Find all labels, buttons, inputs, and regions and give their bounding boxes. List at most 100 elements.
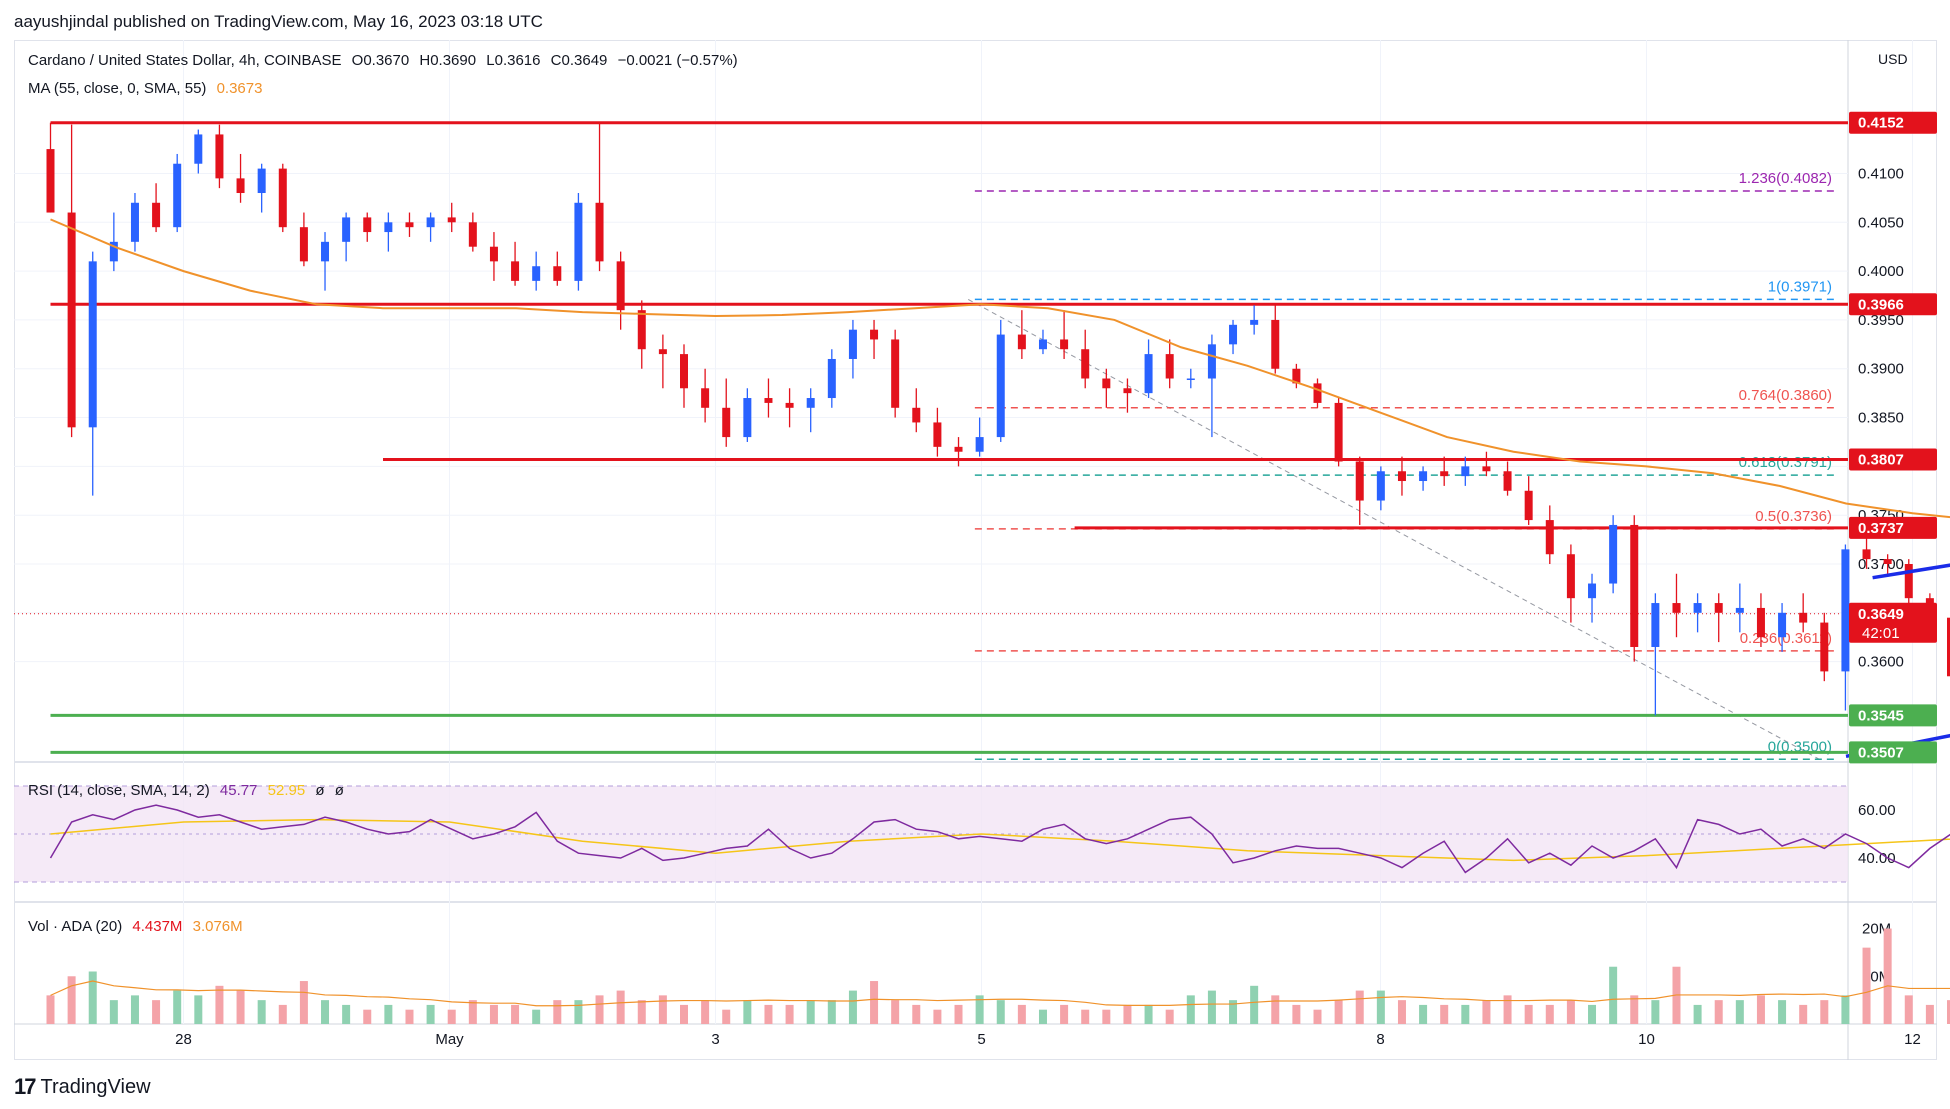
volume-bar	[1017, 1004, 1026, 1024]
volume-bar	[1778, 1000, 1787, 1024]
volume-bar	[1883, 928, 1892, 1024]
candle-body	[806, 398, 815, 408]
volume-bar	[848, 990, 857, 1024]
price-tag	[1849, 602, 1937, 643]
volume-bar	[1820, 1000, 1829, 1024]
ma-line	[50, 218, 1950, 519]
rsi-extra-1: ø	[315, 782, 325, 799]
candle-body	[1397, 471, 1406, 482]
volume-label[interactable]: Vol · ADA (20)	[28, 918, 123, 935]
price-tick-label: 0.4100	[1858, 165, 1904, 182]
ma-label[interactable]: MA (55, close, 0, SMA, 55)	[28, 80, 207, 97]
volume-bar	[680, 1004, 688, 1024]
time-tick-label: 3	[711, 1031, 719, 1048]
volume-bar	[130, 995, 139, 1024]
volume-bar	[1651, 1000, 1660, 1024]
volume-bar	[1123, 1004, 1132, 1024]
rsi-ma-value: 52.95	[267, 782, 306, 799]
candle-body	[701, 388, 710, 408]
candle-body	[1630, 524, 1639, 647]
rsi-value: 45.77	[219, 782, 258, 799]
volume-bar	[1461, 1004, 1470, 1024]
candle-body	[1461, 466, 1470, 477]
currency-label: USD	[1878, 51, 1908, 67]
volume-bar	[511, 1004, 520, 1024]
tradingview-logo: 17	[14, 1074, 37, 1099]
rsi-line	[49, 804, 1950, 874]
candle-body	[1862, 549, 1871, 560]
candle-body	[1334, 402, 1343, 462]
candle-body	[933, 422, 942, 447]
candle-body	[595, 202, 604, 262]
volume-bar	[785, 1004, 794, 1024]
candle-body	[1651, 603, 1660, 647]
price-tag	[1849, 704, 1937, 727]
rsi-extra-2: ø	[334, 782, 344, 799]
candle-body	[109, 241, 118, 262]
candle-body	[1271, 319, 1280, 369]
volume-bar	[1588, 1004, 1597, 1024]
rsi-label[interactable]: RSI (14, close, SMA, 14, 2)	[28, 782, 210, 799]
candle-body	[912, 407, 921, 423]
volume-bar	[1925, 1004, 1934, 1024]
candle-body	[870, 329, 879, 340]
ma-value: 0.3673	[216, 80, 263, 97]
candle-body	[1714, 603, 1723, 613]
volume-bar	[1630, 995, 1639, 1024]
candle-body	[1482, 466, 1491, 472]
time-tick-label: 5	[977, 1031, 985, 1048]
candle-body	[1672, 603, 1681, 613]
price-tag-label: 0.4152	[1858, 115, 1904, 132]
volume-bar	[574, 1000, 583, 1024]
volume-bar	[616, 990, 625, 1024]
volume-bar	[996, 1000, 1005, 1024]
candle-body	[1904, 564, 1913, 599]
candle-body	[658, 349, 667, 355]
candle-body	[67, 212, 76, 428]
candle-body	[1186, 378, 1195, 381]
volume-bar	[1038, 1009, 1047, 1024]
volume-bar	[88, 971, 97, 1024]
tradingview-footer[interactable]: 17 TradingView	[14, 1074, 151, 1100]
volume-bar	[722, 1009, 731, 1024]
volume-bar	[1609, 966, 1618, 1024]
legend-symbol[interactable]: Cardano / United States Dollar, 4h, COIN…	[28, 52, 342, 69]
candle-body	[616, 261, 625, 311]
candle-body	[1017, 334, 1026, 350]
volume-bar	[1756, 995, 1765, 1024]
candle-body	[1250, 319, 1259, 325]
price-tick-label: 0.4050	[1858, 214, 1904, 231]
volume-bar	[321, 1000, 330, 1024]
candle-body	[1165, 354, 1174, 379]
volume-bar	[194, 995, 203, 1024]
volume-bar	[1165, 1009, 1174, 1024]
volume-bar	[1735, 1000, 1744, 1024]
candle-body	[1524, 490, 1533, 521]
price-tick-label: 0.4000	[1858, 263, 1904, 280]
volume-ma-value: 3.076M	[192, 918, 243, 935]
price-tag	[1849, 293, 1937, 316]
fib-level-label: 0.764(0.3860)	[1739, 387, 1832, 404]
candle-body	[1778, 612, 1787, 638]
volume-bar	[363, 1009, 372, 1024]
candle-body	[1545, 520, 1554, 555]
volume-bar	[1102, 1009, 1111, 1024]
volume-bar	[1060, 1004, 1069, 1024]
candle-body	[194, 134, 203, 164]
price-tag	[1849, 516, 1937, 539]
legend-open: O0.3670	[351, 52, 410, 69]
candle-body	[152, 202, 161, 228]
volume-bar	[1081, 1009, 1090, 1024]
volume-bar	[236, 990, 245, 1024]
price-tag	[1849, 111, 1937, 134]
time-tick-label: 10	[1638, 1031, 1655, 1048]
volume-bar	[1355, 990, 1364, 1024]
candle-body	[426, 217, 435, 228]
candle-body	[1081, 349, 1090, 379]
candle-body	[88, 261, 97, 428]
candle-body	[574, 202, 583, 281]
fib-level-label: 0.5(0.3736)	[1755, 508, 1832, 525]
candle-body	[1609, 524, 1618, 584]
time-tick-label: 28	[175, 1031, 192, 1048]
